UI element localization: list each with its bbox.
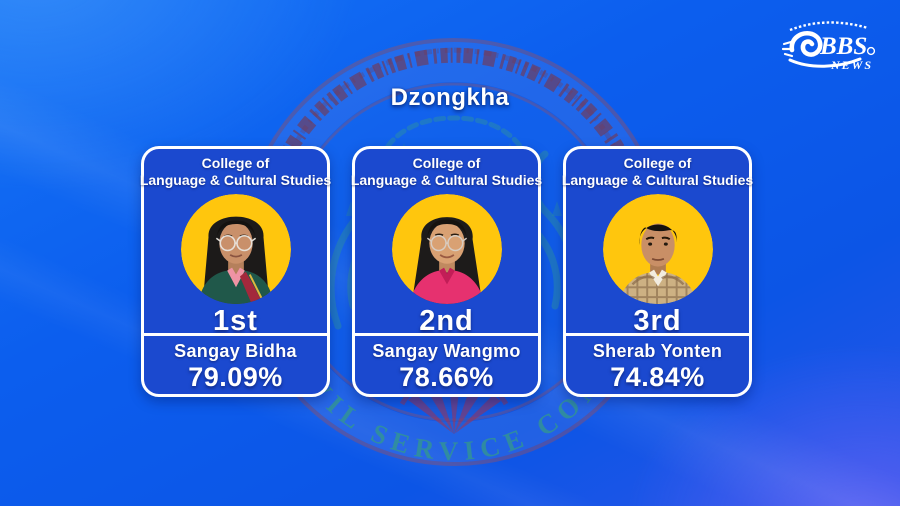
bbs-news-logo: BBS NEWS (781, 21, 876, 72)
logo-text: BBS (819, 33, 867, 60)
institution-line1: College of (201, 155, 270, 171)
rank-card-3: College of Language & Cultural Studies (562, 146, 753, 397)
student-name: Sangay Wangmo (372, 341, 521, 361)
institution-line1: College of (412, 155, 481, 171)
rank-label: 2nd (419, 305, 474, 337)
institution-line2: Language & Cultural Studies (561, 172, 754, 188)
logo-tibetan-arc (789, 21, 869, 32)
student-name: Sherab Yonten (592, 341, 723, 361)
card-divider (355, 333, 538, 336)
score-percentage: 79.09% (188, 362, 283, 392)
institution-line2: Language & Cultural Studies (350, 172, 543, 188)
institution-name: College of Language & Cultural Studies (140, 155, 331, 189)
rank-label: 1st (213, 305, 258, 337)
rank-card-1: College of Language & Cultural Studies (140, 146, 331, 397)
portrait-photo-2 (391, 194, 502, 304)
logo-subtext: NEWS (830, 58, 873, 72)
card-divider (144, 333, 327, 336)
portrait-photo-3 (602, 194, 713, 304)
results-cards: College of Language & Cultural Studies (140, 146, 753, 397)
rank-label: 3rd (633, 305, 682, 337)
conch-swirl-icon (781, 31, 862, 68)
student-name: Sangay Bidha (174, 341, 297, 361)
portrait-photo-1 (180, 194, 291, 304)
institution-name: College of Language & Cultural Studies (562, 155, 753, 189)
score-percentage: 78.66% (399, 362, 494, 392)
rank-card-2: College of Language & Cultural Studies (351, 146, 542, 397)
logo-registered-mark (866, 46, 876, 56)
page-title: Dzongkha (390, 84, 510, 111)
institution-name: College of Language & Cultural Studies (351, 155, 542, 189)
score-percentage: 74.84% (610, 362, 705, 392)
institution-line1: College of (623, 155, 692, 171)
card-divider (566, 333, 749, 336)
institution-line2: Language & Cultural Studies (139, 172, 332, 188)
